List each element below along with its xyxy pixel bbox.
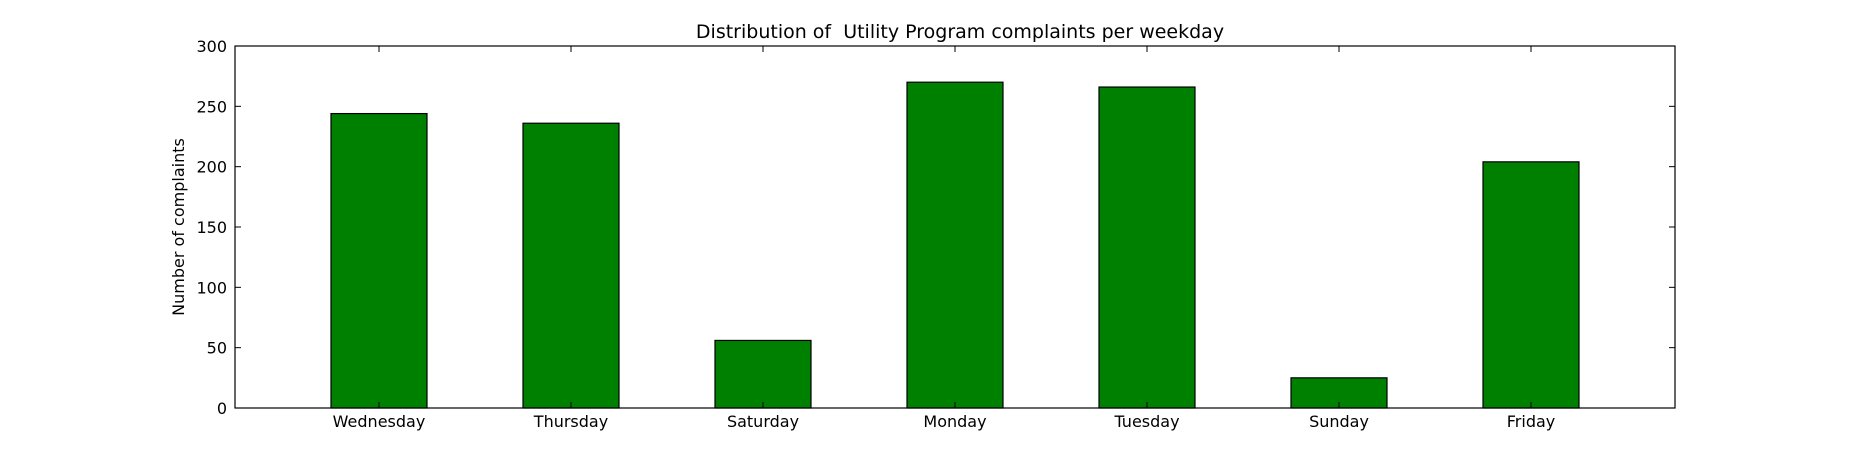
x-tick-label: Wednesday [333, 412, 426, 431]
x-tick-label: Sunday [1309, 412, 1369, 431]
bar-tuesday [1098, 86, 1196, 409]
bar-wednesday [330, 112, 428, 409]
bar-thursday [522, 122, 620, 409]
y-tick-label: 150 [196, 218, 227, 237]
bar-saturday [714, 339, 812, 409]
y-tick-label: 300 [196, 37, 227, 56]
x-tick-label: Friday [1507, 412, 1556, 431]
y-tick-label: 50 [207, 339, 227, 358]
y-axis-label: Number of complaints [169, 138, 188, 316]
chart-title: Distribution of Utility Program complain… [696, 21, 1224, 43]
x-tick-label: Thursday [533, 412, 608, 431]
y-tick-label: 200 [196, 158, 227, 177]
y-tick-label: 0 [217, 399, 227, 418]
bar-monday [906, 81, 1004, 409]
ticks-layer: Wednesday Thursday Saturday Monday Tuesday Su… [196, 37, 1675, 431]
x-tick-label: Saturday [727, 412, 799, 431]
plot-frame [234, 45, 1676, 409]
y-tick-label: 250 [196, 97, 227, 116]
x-tick-label: Tuesday [1113, 412, 1179, 431]
bar-friday [1482, 161, 1580, 409]
x-tick-label: Monday [923, 412, 986, 431]
bars-layer [330, 81, 1580, 409]
y-tick-label: 100 [196, 278, 227, 297]
